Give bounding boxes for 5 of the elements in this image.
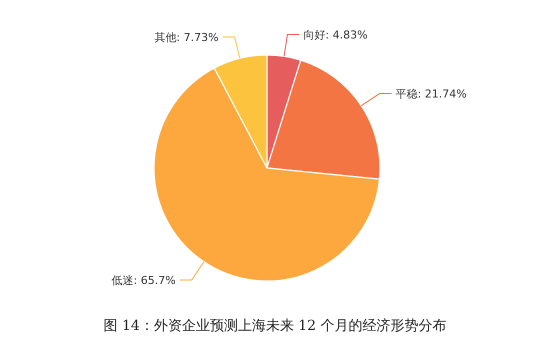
slice-label: 低迷: 65.7%: [112, 274, 176, 288]
slice-label: 向好: 4.83%: [303, 28, 368, 42]
slice-label: 其他: 7.73%: [154, 30, 219, 44]
text: 图 14：外资企业预测上海未来 12 个月的经济形势分布: [104, 318, 446, 334]
slice-label: 平稳: 21.74%: [396, 88, 467, 101]
